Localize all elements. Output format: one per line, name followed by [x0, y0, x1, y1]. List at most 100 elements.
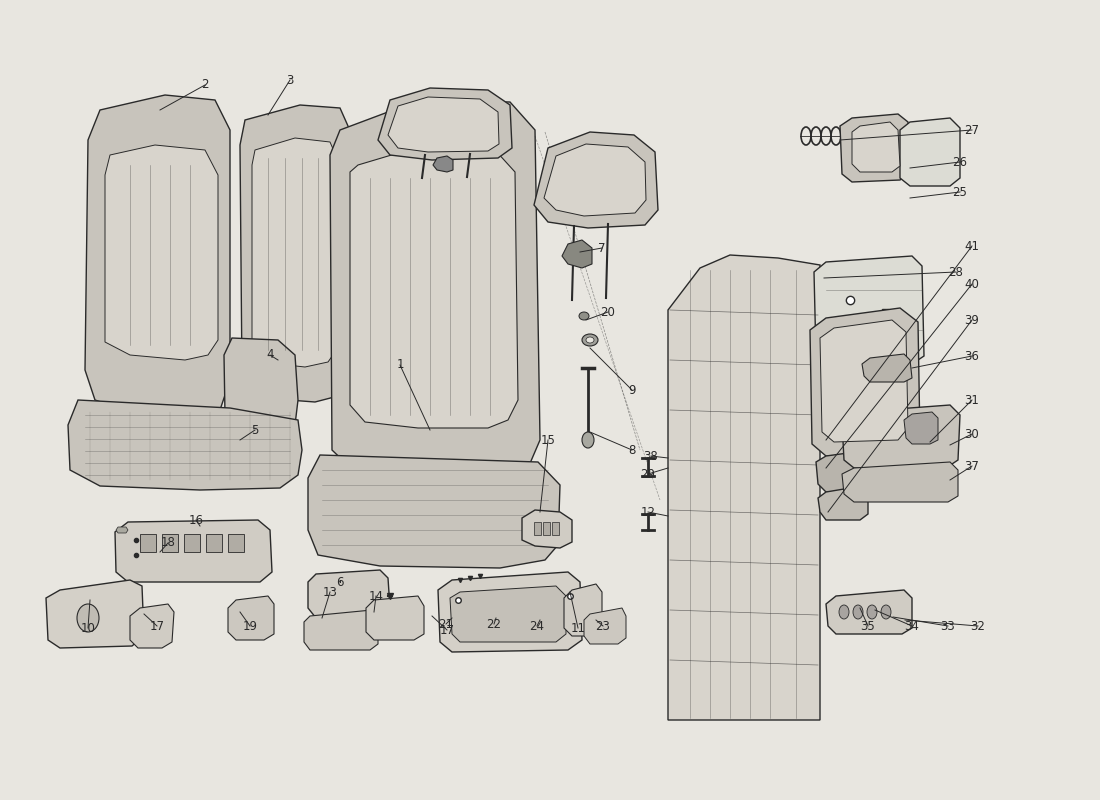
Ellipse shape [77, 604, 99, 632]
Text: 10: 10 [80, 622, 96, 634]
Text: 12: 12 [640, 506, 656, 518]
Text: 16: 16 [188, 514, 204, 526]
Polygon shape [378, 88, 512, 160]
Polygon shape [162, 534, 178, 552]
Polygon shape [842, 462, 958, 502]
Text: 27: 27 [965, 123, 979, 137]
Text: 17: 17 [150, 619, 165, 633]
Text: 17: 17 [440, 623, 454, 637]
Text: 15: 15 [540, 434, 556, 446]
Text: 2: 2 [201, 78, 209, 91]
Text: 41: 41 [965, 239, 979, 253]
Polygon shape [534, 522, 541, 535]
Polygon shape [818, 486, 868, 520]
Text: 26: 26 [953, 155, 968, 169]
Text: 33: 33 [940, 619, 956, 633]
Polygon shape [584, 608, 626, 644]
Text: 30: 30 [965, 427, 979, 441]
Polygon shape [433, 156, 453, 172]
Polygon shape [862, 354, 912, 382]
Text: 29: 29 [640, 467, 656, 481]
Polygon shape [522, 510, 572, 548]
Text: 4: 4 [266, 349, 274, 362]
Polygon shape [816, 450, 880, 492]
Ellipse shape [839, 605, 849, 619]
Text: 28: 28 [948, 266, 964, 278]
Polygon shape [852, 122, 900, 172]
Polygon shape [534, 132, 658, 228]
Polygon shape [564, 584, 602, 636]
Text: 19: 19 [242, 619, 257, 633]
Text: 14: 14 [368, 590, 384, 602]
Text: 34: 34 [904, 619, 920, 633]
Text: 32: 32 [970, 619, 986, 633]
Text: 37: 37 [965, 459, 979, 473]
Polygon shape [366, 596, 424, 640]
Polygon shape [543, 522, 550, 535]
Text: 31: 31 [965, 394, 979, 406]
Ellipse shape [582, 334, 598, 346]
Ellipse shape [867, 605, 877, 619]
Polygon shape [562, 240, 592, 268]
Text: 25: 25 [953, 186, 967, 198]
Text: 1: 1 [396, 358, 404, 371]
Text: 39: 39 [965, 314, 979, 326]
Polygon shape [228, 534, 244, 552]
Text: 3: 3 [286, 74, 294, 86]
Polygon shape [184, 534, 200, 552]
Ellipse shape [852, 605, 864, 619]
Text: 22: 22 [486, 618, 502, 630]
Text: 40: 40 [965, 278, 979, 290]
Polygon shape [544, 144, 646, 216]
Polygon shape [840, 114, 910, 182]
Ellipse shape [586, 337, 594, 343]
Polygon shape [450, 586, 566, 642]
Polygon shape [810, 308, 920, 456]
Polygon shape [68, 400, 302, 490]
Polygon shape [252, 138, 340, 367]
Polygon shape [668, 255, 820, 720]
Text: 7: 7 [598, 242, 606, 254]
Polygon shape [206, 534, 222, 552]
Text: 5: 5 [251, 423, 258, 437]
Polygon shape [350, 148, 518, 428]
Polygon shape [140, 534, 156, 552]
Polygon shape [904, 412, 938, 444]
Text: 20: 20 [601, 306, 615, 318]
Text: 13: 13 [322, 586, 338, 598]
Text: 8: 8 [628, 443, 636, 457]
Polygon shape [308, 455, 560, 568]
Polygon shape [814, 256, 924, 366]
Polygon shape [552, 522, 559, 535]
Polygon shape [46, 580, 144, 648]
Polygon shape [438, 572, 582, 652]
Polygon shape [224, 338, 298, 432]
Text: 23: 23 [595, 619, 610, 633]
Ellipse shape [881, 605, 891, 619]
Polygon shape [116, 520, 272, 582]
Text: 24: 24 [529, 619, 544, 633]
Ellipse shape [582, 432, 594, 448]
Polygon shape [304, 610, 378, 650]
Polygon shape [826, 590, 912, 634]
Polygon shape [900, 118, 960, 186]
Polygon shape [240, 105, 352, 402]
Polygon shape [820, 320, 908, 442]
Text: 36: 36 [965, 350, 979, 362]
Text: 11: 11 [571, 622, 585, 634]
Text: 9: 9 [628, 383, 636, 397]
Text: 18: 18 [161, 537, 175, 550]
Text: 35: 35 [860, 619, 876, 633]
Text: 38: 38 [644, 450, 659, 462]
Polygon shape [130, 604, 174, 648]
Polygon shape [388, 97, 499, 152]
Ellipse shape [579, 312, 588, 320]
Polygon shape [308, 570, 390, 618]
Polygon shape [842, 405, 960, 468]
Polygon shape [228, 596, 274, 640]
Polygon shape [85, 95, 230, 420]
Text: 21: 21 [439, 618, 453, 630]
Polygon shape [116, 527, 128, 533]
Polygon shape [330, 100, 540, 480]
Text: 6: 6 [337, 575, 343, 589]
